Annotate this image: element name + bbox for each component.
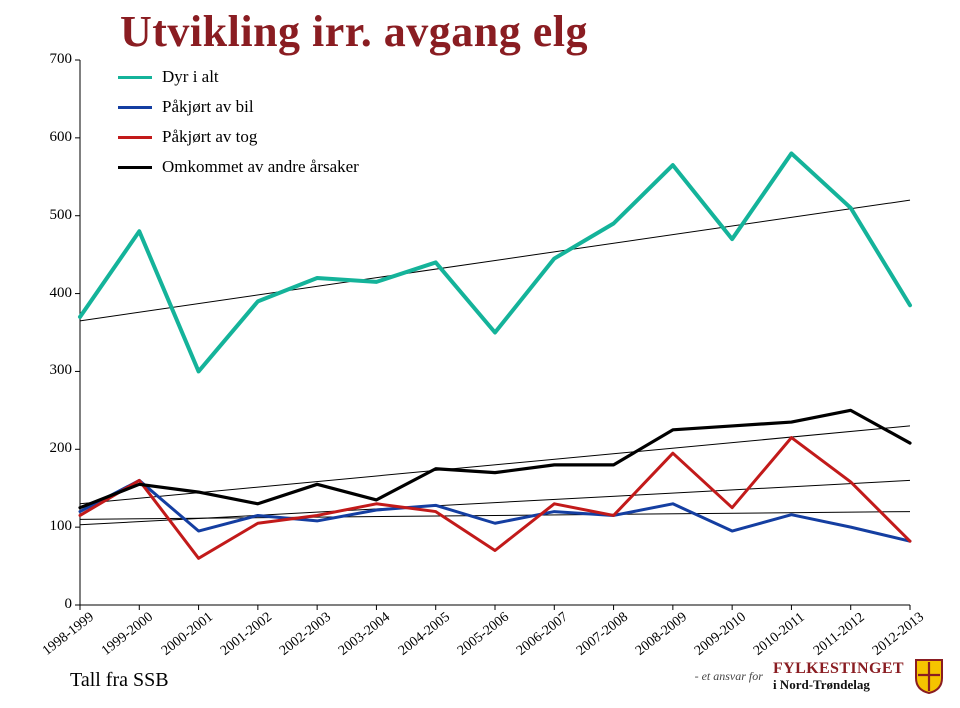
y-axis-tick-label: 0 <box>36 596 72 613</box>
y-axis-tick-label: 200 <box>36 440 72 457</box>
y-axis-tick-label: 500 <box>36 207 72 224</box>
footer-brand-text: FYLKESTINGET i Nord-Trøndelag <box>773 661 904 691</box>
y-axis-tick-label: 100 <box>36 518 72 535</box>
shield-icon <box>914 658 944 694</box>
footer-brand: - et ansvar for FYLKESTINGET i Nord-Trøn… <box>695 658 944 694</box>
footer-brand-line1: FYLKESTINGET <box>773 661 904 678</box>
footer-brand-line2: i Nord-Trøndelag <box>773 678 904 692</box>
line-chart <box>0 0 960 708</box>
y-axis-tick-label: 400 <box>36 285 72 302</box>
y-axis-tick-label: 600 <box>36 129 72 146</box>
footer-tagline: - et ansvar for <box>695 669 763 684</box>
source-citation: Tall fra SSB <box>70 669 169 692</box>
y-axis-tick-label: 300 <box>36 362 72 379</box>
y-axis-tick-label: 700 <box>36 51 72 68</box>
